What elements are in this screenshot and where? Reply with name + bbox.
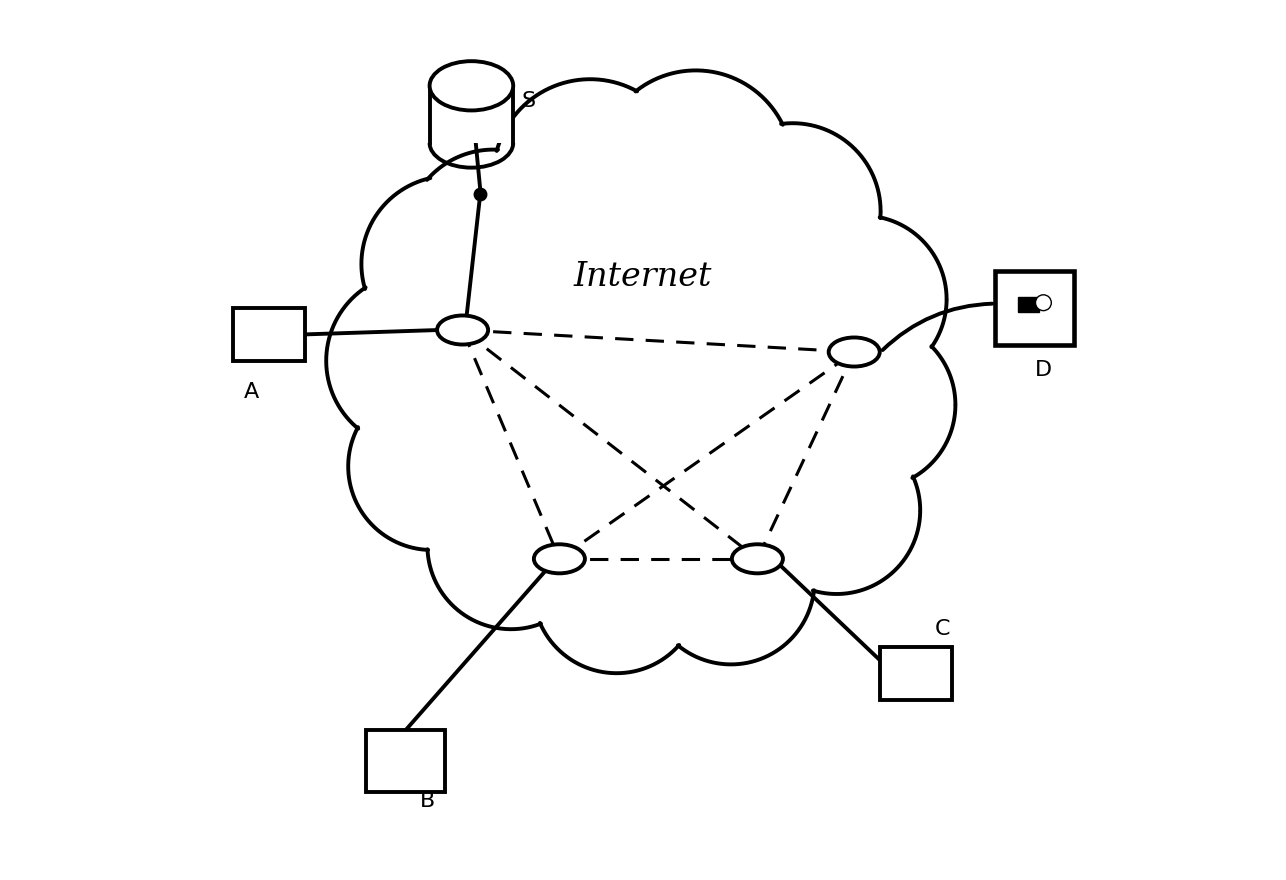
Ellipse shape (430, 62, 513, 111)
Text: A: A (244, 382, 258, 401)
Circle shape (405, 150, 581, 326)
Text: S: S (522, 92, 536, 111)
Circle shape (327, 273, 503, 449)
Bar (1019, 297, 1039, 312)
Text: B: B (419, 791, 435, 810)
Circle shape (599, 70, 792, 264)
Circle shape (361, 176, 538, 352)
Ellipse shape (828, 338, 880, 366)
Circle shape (647, 497, 814, 664)
Ellipse shape (437, 316, 489, 344)
Text: C: C (935, 620, 950, 639)
Circle shape (414, 150, 872, 607)
Text: Internet: Internet (574, 261, 712, 293)
Bar (365, 730, 445, 792)
Circle shape (494, 79, 687, 273)
Circle shape (349, 383, 516, 550)
Text: D: D (1035, 360, 1052, 379)
Bar (430, 86, 513, 143)
Bar (995, 271, 1074, 345)
Circle shape (779, 216, 946, 383)
Circle shape (788, 321, 955, 488)
Bar (233, 308, 305, 361)
Ellipse shape (732, 544, 783, 574)
Circle shape (705, 123, 881, 299)
Circle shape (532, 506, 700, 673)
Circle shape (427, 462, 594, 629)
Ellipse shape (534, 544, 585, 574)
Bar (880, 647, 952, 700)
Circle shape (1035, 295, 1052, 311)
Circle shape (754, 427, 921, 594)
